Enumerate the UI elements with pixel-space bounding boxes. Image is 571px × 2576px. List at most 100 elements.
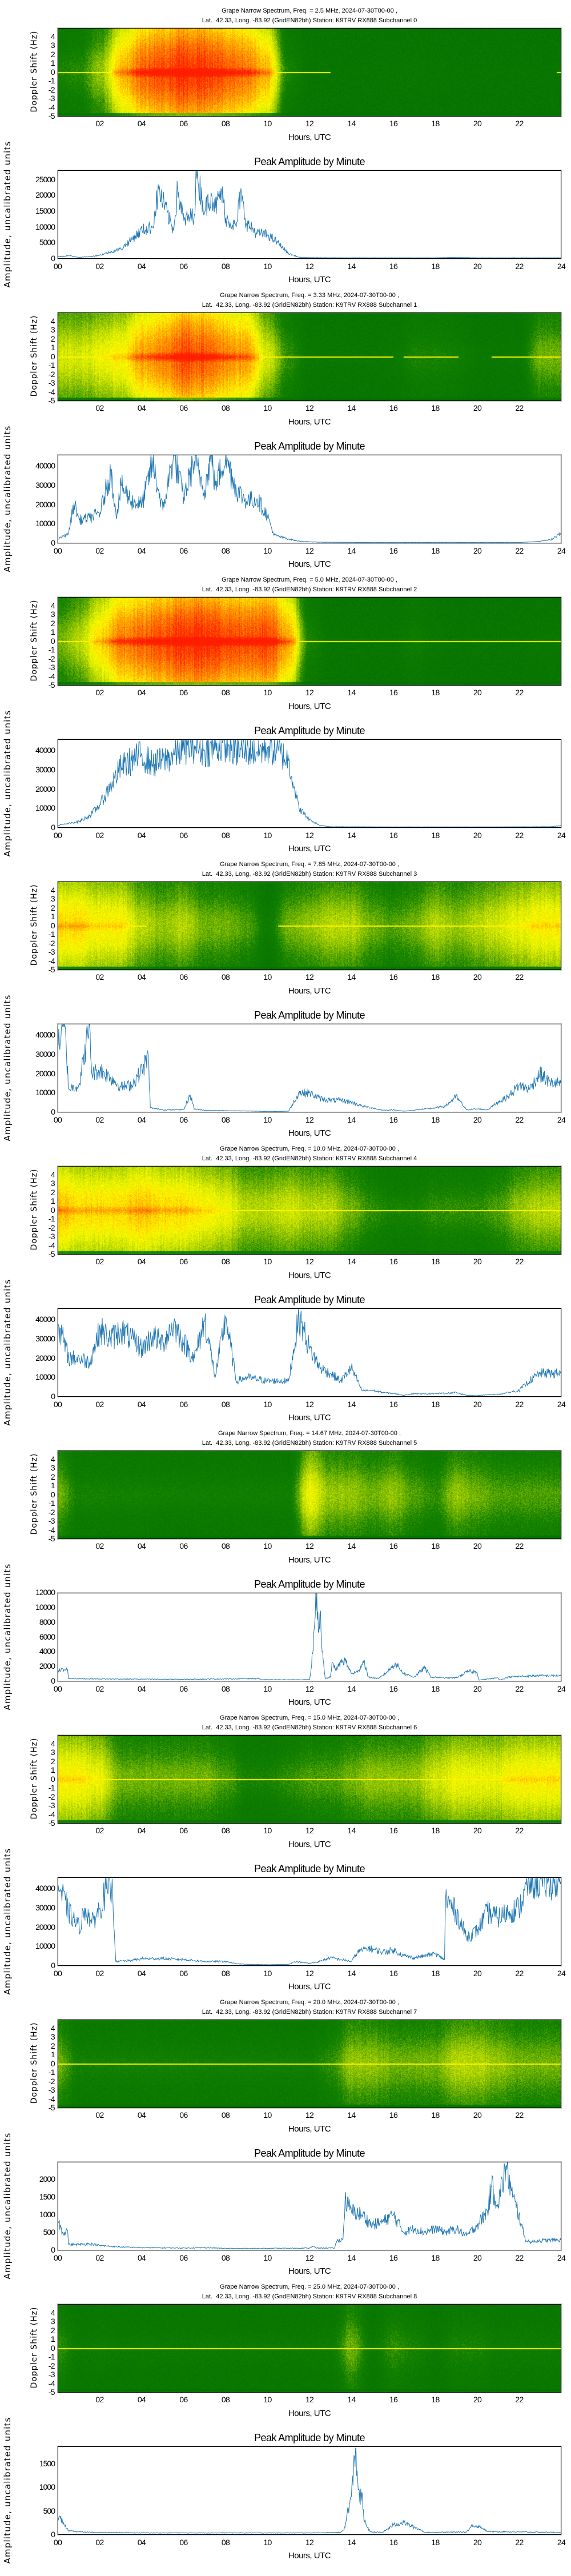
spectrogram-ytick-label: 1 [50,912,55,921]
amplitude-xtick-label: 08 [221,2538,230,2547]
spectrogram-xtick-label: 20 [473,972,482,981]
amplitude-xtick-label: 22 [515,831,524,840]
spectrogram-ytick-label: -1 [48,2068,55,2077]
spectrogram-ytick-label: -4 [48,1809,55,1819]
amplitude-ytick-label: 20000 [35,1353,55,1363]
amplitude-line-chart [58,1024,561,1112]
spectrogram-ytick-label: -1 [48,76,55,85]
amplitude-xtick-label: 22 [515,1969,524,1978]
amplitude-ylabel: Amplitude, uncalibrated units [2,1848,13,1995]
spectrogram-xtick-label: 08 [221,1541,230,1551]
amplitude-ylabel: Amplitude, uncalibrated units [2,1279,13,1426]
amplitude-ytick-label: 2000 [39,1661,55,1671]
spectrogram-xtick-label: 16 [389,2395,398,2404]
spectrogram-xtick-label: 22 [515,1257,524,1266]
spectrogram-ytick-label: 1 [50,627,55,636]
amplitude-xtick-label: 06 [179,831,188,840]
spectrogram-ytick-label: -5 [48,2103,55,2112]
spectrogram-title-line2: Lat. 42.33, Long. -83.92 (GridEN82bh) St… [202,1724,417,1731]
amplitude-ytick-label: 0 [51,1392,55,1401]
amplitude-ytick-label: 10000 [35,519,55,528]
amplitude-xtick-label: 22 [515,1115,524,1124]
amplitude-xtick-label: 16 [389,546,398,555]
spectrogram-ytick-label: -3 [48,378,55,387]
spectrogram-title-line1: Grape Narrow Spectrum, Freq. = 14.67 MHz… [218,1430,401,1437]
spectrogram-ytick-label: 1 [50,1481,55,1490]
spectrogram-xtick-label: 08 [221,119,230,128]
amplitude-xtick-label: 00 [53,1400,62,1409]
spectrogram-ytick-label: 3 [50,894,55,903]
spectrogram-xtick-label: 12 [305,972,314,981]
amplitude-xtick-label: 02 [95,262,104,271]
spectrogram-ytick-label: -3 [48,94,55,103]
amplitude-xtick-label: 20 [473,2538,482,2547]
amplitude-xtick-label: 04 [137,2538,146,2547]
spectrogram-heatmap [58,2305,561,2392]
spectrogram-title-line1: Grape Narrow Spectrum, Freq. = 3.33 MHz,… [220,292,399,299]
spectrogram-title-line1: Grape Narrow Spectrum, Freq. = 7.85 MHz,… [220,861,399,868]
spectrogram-plot [58,1735,561,1824]
amplitude-ytick-label: 30000 [35,1902,55,1912]
spectrogram-xtick-label: 14 [347,1257,356,1266]
spectrogram-ytick-label: 2 [50,1756,55,1766]
amplitude-xtick-label: 24 [557,262,566,271]
amplitude-xtick-label: 14 [347,2253,356,2262]
amplitude-xlabel: Hours, UTC [288,559,331,569]
amplitude-xtick-label: 08 [221,1969,230,1978]
amplitude-ytick-label: 10000 [35,1372,55,1382]
spectrogram-ytick-label: -1 [48,2352,55,2361]
spectrogram-xtick-label: 22 [515,2110,524,2120]
amplitude-chart-title: Peak Amplitude by Minute [254,2432,365,2443]
spectrogram-plot [58,2304,561,2393]
spectrogram-ytick-label: -5 [48,1818,55,1828]
spectrogram-ytick-label: -4 [48,1240,55,1250]
amplitude-xtick-label: 02 [95,2253,104,2262]
spectrogram-title-line1: Grape Narrow Spectrum, Freq. = 15.0 MHz,… [220,1714,399,1721]
spectrogram-ytick-label: -5 [48,1249,55,1259]
spectrogram-title-line1: Grape Narrow Spectrum, Freq. = 5.0 MHz, … [222,576,397,583]
spectrogram-ytick-label: 1 [50,343,55,352]
spectrogram-xtick-label: 20 [473,2110,482,2120]
spectrogram-xtick-label: 06 [179,403,188,412]
spectrogram-xtick-label: 10 [263,972,272,981]
spectrogram-xtick-label: 22 [515,688,524,697]
spectrogram-ytick-label: -4 [48,956,55,966]
spectrogram-plot [58,597,561,686]
spectrogram-ytick-label: 1 [50,1765,55,1774]
spectrogram-title-line2: Lat. 42.33, Long. -83.92 (GridEN82bh) St… [202,17,417,24]
spectrogram-xtick-label: 14 [347,2395,356,2404]
spectrogram-title-line2: Lat. 42.33, Long. -83.92 (GridEN82bh) St… [202,302,417,309]
spectrogram-ytick-label: 2 [50,2325,55,2335]
spectrogram-xtick-label: 04 [137,2395,146,2404]
amplitude-ytick-label: 40000 [35,746,55,755]
amplitude-xtick-label: 08 [221,1684,230,1693]
amplitude-ytick-label: 500 [43,2506,55,2515]
spectrogram-xtick-label: 18 [431,1257,440,1266]
spectrogram-ytick-label: -1 [48,1783,55,1792]
amplitude-line-chart [58,2162,561,2249]
spectrogram-ytick-label: -4 [48,1525,55,1535]
amplitude-xtick-label: 04 [137,831,146,840]
amplitude-ytick-label: 2000 [39,2174,55,2184]
spectrogram-plot [58,882,561,970]
amplitude-ytick-label: 40000 [35,1030,55,1040]
amplitude-xtick-label: 18 [431,1684,440,1693]
spectrogram-xtick-label: 14 [347,1826,356,1835]
amplitude-xtick-label: 22 [515,546,524,555]
amplitude-xtick-label: 16 [389,1400,398,1409]
amplitude-xlabel: Hours, UTC [288,275,331,285]
amplitude-xtick-label: 14 [347,1400,356,1409]
amplitude-chart-title: Peak Amplitude by Minute [254,1863,365,1874]
spectrogram-xtick-label: 02 [95,972,104,981]
spectrogram-xtick-label: 16 [389,403,398,412]
spectrogram-ytick-label: 4 [50,1738,55,1748]
amplitude-ytick-label: 10000 [35,1088,55,1097]
spectrogram-xtick-label: 10 [263,1257,272,1266]
amplitude-ytick-label: 20000 [35,784,55,794]
amplitude-plot [58,2162,561,2250]
spectrogram-xlabel: Hours, UTC [288,702,331,711]
spectrogram-xtick-label: 08 [221,2110,230,2120]
amplitude-xtick-label: 22 [515,1400,524,1409]
amplitude-xlabel: Hours, UTC [288,1128,331,1138]
spectrogram-xtick-label: 04 [137,972,146,981]
